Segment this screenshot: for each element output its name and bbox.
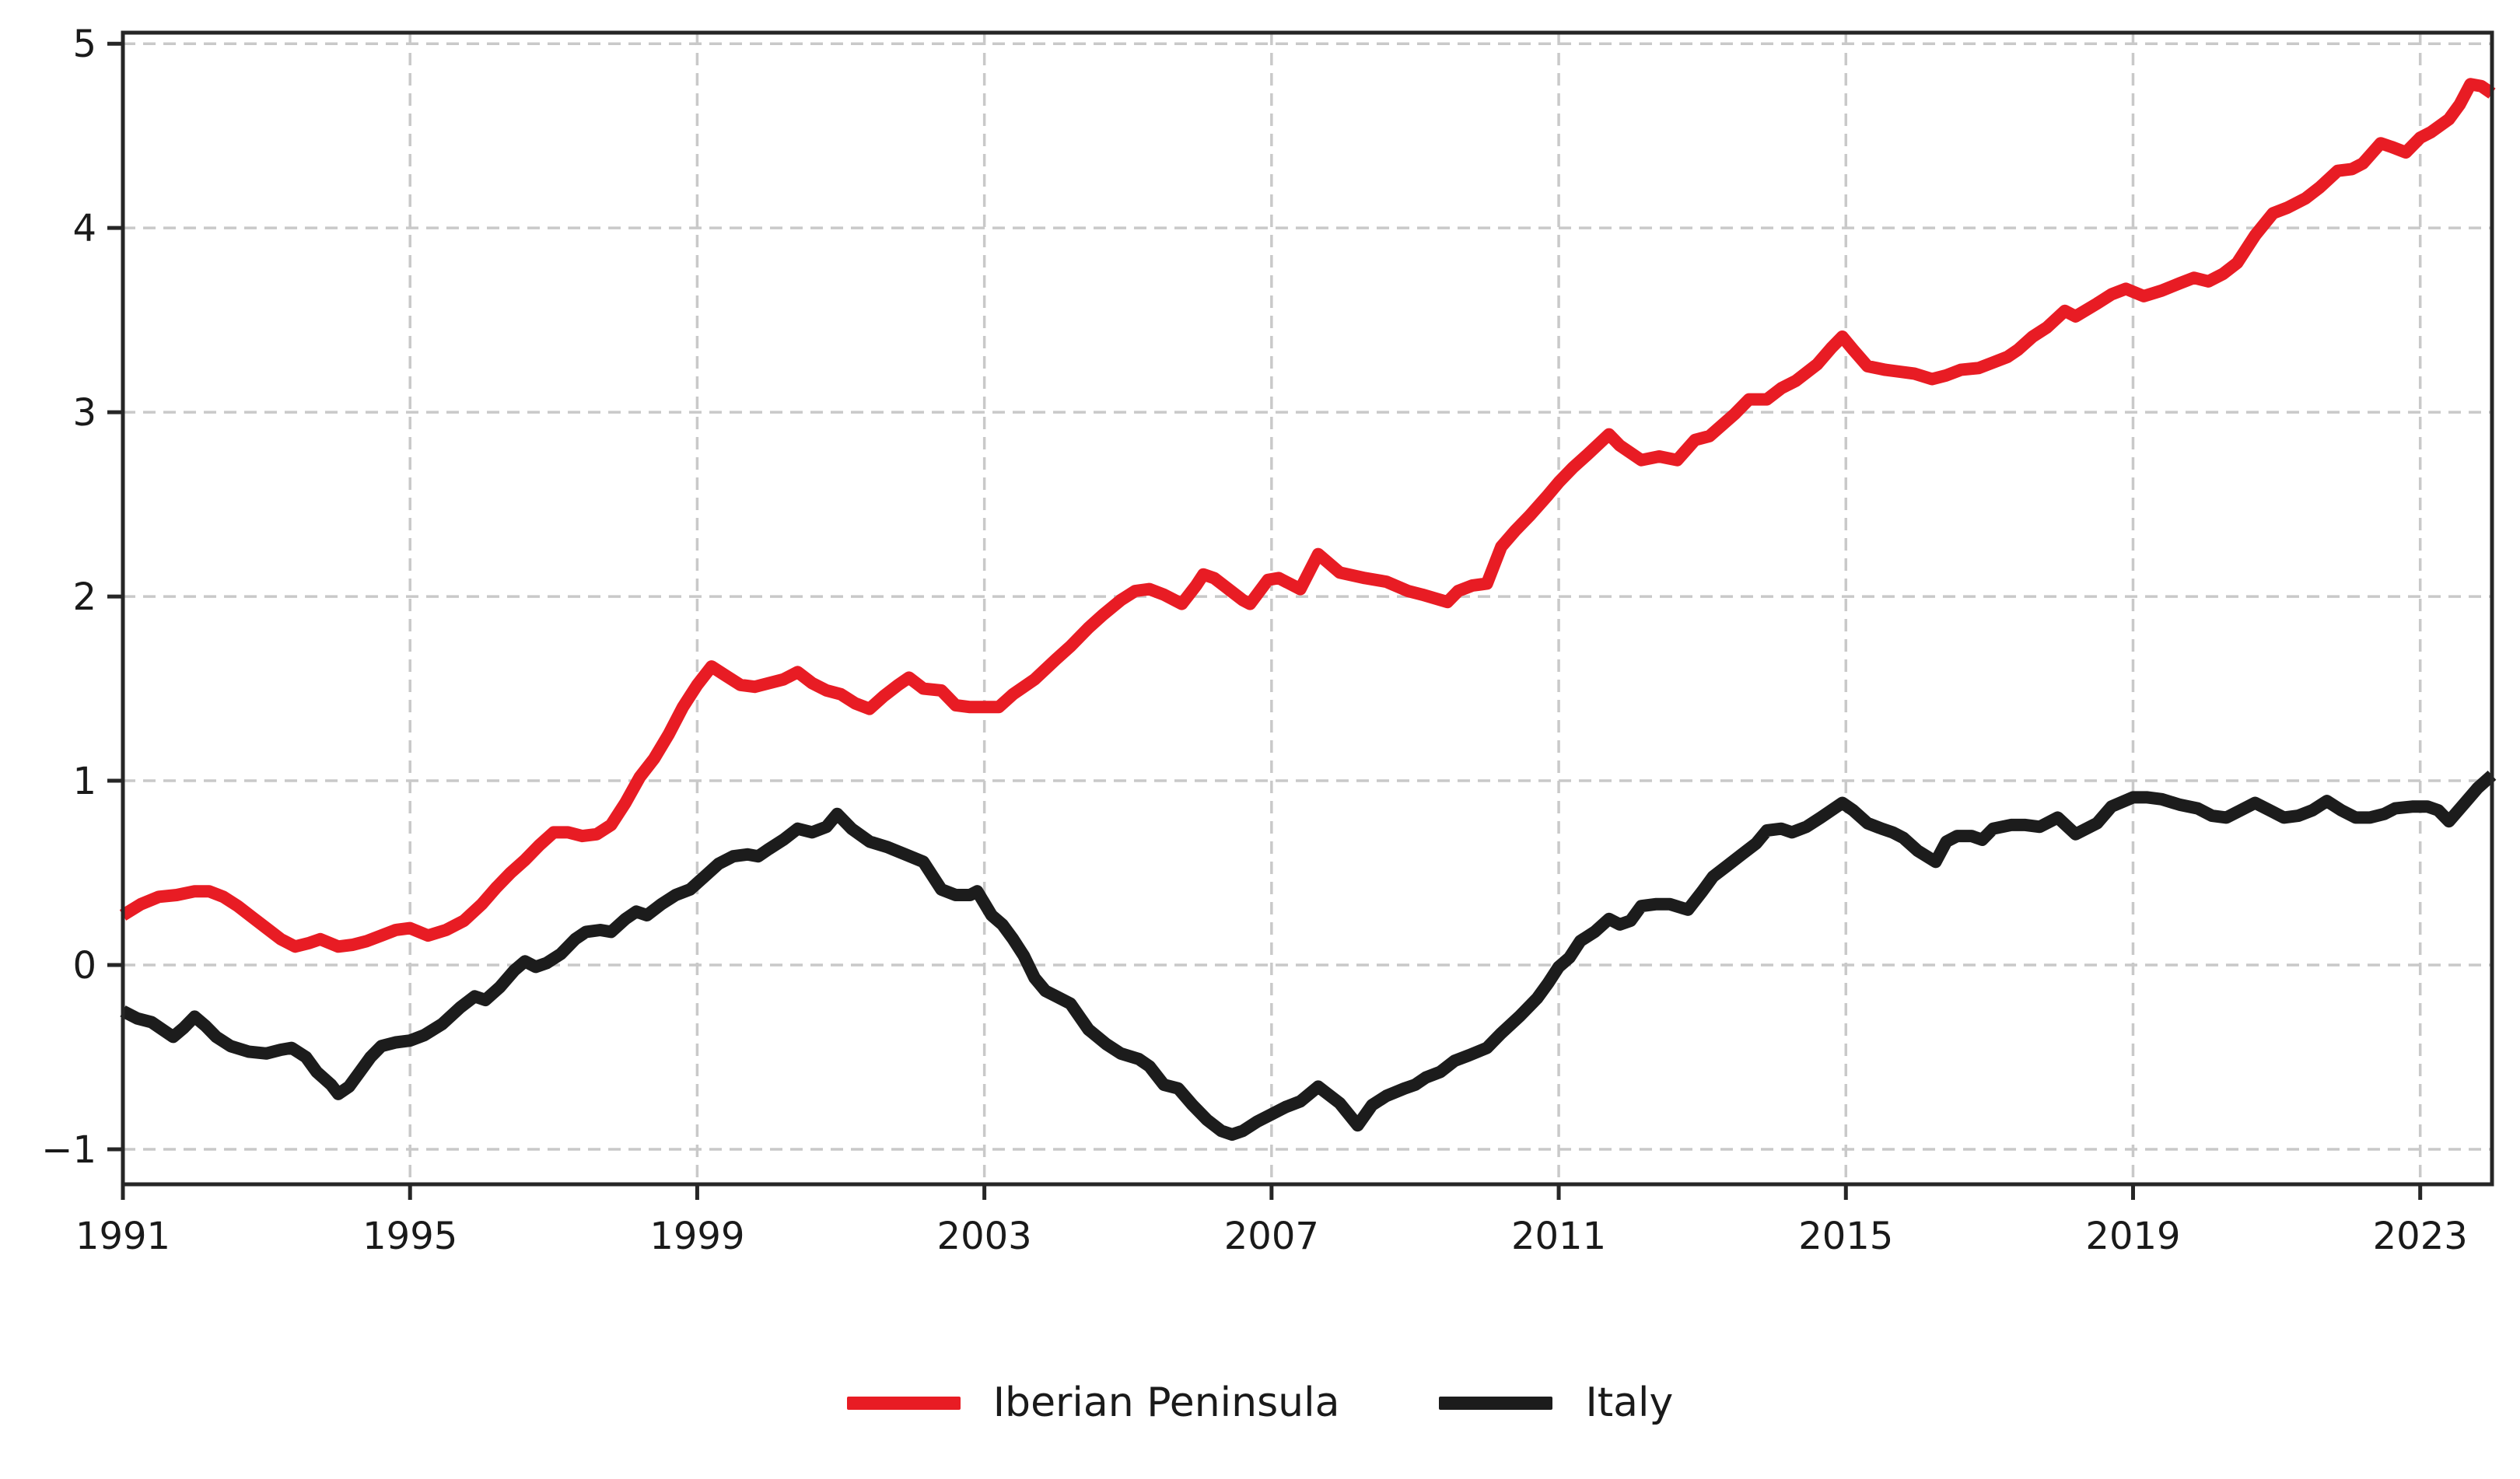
- y-tick-label-4: 4: [72, 207, 96, 250]
- tick-marks-group: [107, 41, 2423, 1200]
- iberian-peninsula-line: [119, 78, 2496, 953]
- iberian-peninsula-line-swatch: [846, 1396, 961, 1410]
- legend-item-italy: Italy: [1439, 1383, 1673, 1423]
- x-tick-label-2015: 2015: [1798, 1215, 1893, 1258]
- italy-line-swatch: [1439, 1396, 1553, 1410]
- gridlines-group: [121, 33, 2492, 1184]
- x-tick-label-2003: 2003: [937, 1215, 1032, 1258]
- italy-line: [120, 770, 2497, 1141]
- x-tick-label-1995: 1995: [362, 1215, 457, 1258]
- x-tick-label-2011: 2011: [1511, 1215, 1606, 1258]
- x-tick-label-1999: 1999: [649, 1215, 744, 1258]
- y-tick-label-2: 2: [72, 575, 96, 619]
- legend-label-italy: Italy: [1585, 1379, 1674, 1426]
- y-tick-label--1: −1: [41, 1128, 96, 1172]
- y-tick-label-1: 1: [72, 760, 96, 803]
- legend-item-iberian-peninsula: Iberian Peninsula: [846, 1379, 1340, 1426]
- tick-labels-group: 1991 1995 1999 2003 2007 2011 2015 2019 2023 −1 0 1…: [41, 23, 2468, 1258]
- plot-border: [121, 30, 2494, 1187]
- x-tick-label-2007: 2007: [1224, 1215, 1319, 1258]
- legend-label-iberian-peninsula: Iberian Peninsula: [992, 1379, 1340, 1426]
- y-tick-label-5: 5: [72, 23, 96, 66]
- axes-spines-group: [121, 30, 2494, 1187]
- y-tick-label-0: 0: [72, 944, 96, 988]
- y-tick-label-3: 3: [72, 391, 96, 435]
- x-tick-label-2019: 2019: [2085, 1215, 2180, 1258]
- legend: Iberian Peninsula Italy: [0, 1383, 2520, 1423]
- data-series-group: [119, 78, 2497, 1141]
- x-tick-label-1991: 1991: [75, 1215, 170, 1258]
- x-tick-label-2023: 2023: [2373, 1215, 2468, 1258]
